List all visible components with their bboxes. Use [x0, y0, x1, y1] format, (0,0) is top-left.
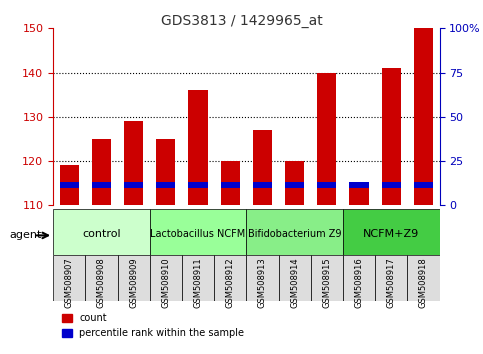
Bar: [253, 130, 272, 205]
Bar: [124, 121, 143, 205]
Text: GSM508907: GSM508907: [65, 257, 74, 308]
Text: GSM508910: GSM508910: [161, 257, 170, 308]
FancyBboxPatch shape: [150, 255, 182, 301]
Text: GSM508909: GSM508909: [129, 257, 138, 308]
Bar: [156, 139, 175, 205]
FancyBboxPatch shape: [85, 255, 117, 301]
Bar: [414, 28, 433, 205]
Text: GSM508916: GSM508916: [355, 257, 364, 308]
Bar: [124, 182, 143, 188]
Text: agent: agent: [10, 230, 42, 240]
Text: GSM508915: GSM508915: [322, 257, 331, 308]
Text: GSM508917: GSM508917: [387, 257, 396, 308]
Bar: [382, 68, 401, 205]
Bar: [221, 182, 240, 188]
FancyBboxPatch shape: [343, 255, 375, 301]
Bar: [92, 182, 111, 188]
Text: GDS3813 / 1429965_at: GDS3813 / 1429965_at: [161, 14, 322, 28]
Bar: [59, 165, 79, 205]
Bar: [317, 73, 337, 205]
FancyBboxPatch shape: [246, 255, 279, 301]
Text: control: control: [82, 229, 121, 239]
Bar: [188, 90, 208, 205]
Bar: [92, 139, 111, 205]
Bar: [317, 182, 337, 188]
Text: GSM508913: GSM508913: [258, 257, 267, 308]
Text: GSM508911: GSM508911: [194, 257, 202, 308]
Bar: [349, 182, 369, 188]
Bar: [59, 182, 79, 188]
FancyBboxPatch shape: [117, 255, 150, 301]
Text: GSM508912: GSM508912: [226, 257, 235, 308]
Bar: [285, 161, 304, 205]
Bar: [188, 182, 208, 188]
FancyBboxPatch shape: [407, 255, 440, 301]
Bar: [414, 182, 433, 188]
Text: Bifidobacterium Z9: Bifidobacterium Z9: [248, 229, 341, 239]
Bar: [285, 182, 304, 188]
Bar: [382, 182, 401, 188]
Text: NCFM+Z9: NCFM+Z9: [363, 229, 419, 239]
Bar: [156, 182, 175, 188]
FancyBboxPatch shape: [375, 255, 407, 301]
FancyBboxPatch shape: [343, 209, 440, 255]
FancyBboxPatch shape: [150, 209, 246, 255]
FancyBboxPatch shape: [53, 255, 85, 301]
Text: Lactobacillus NCFM: Lactobacillus NCFM: [150, 229, 246, 239]
FancyBboxPatch shape: [182, 255, 214, 301]
Bar: [253, 182, 272, 188]
FancyBboxPatch shape: [53, 209, 150, 255]
Bar: [349, 183, 369, 205]
FancyBboxPatch shape: [279, 255, 311, 301]
FancyBboxPatch shape: [246, 209, 343, 255]
Bar: [221, 161, 240, 205]
Text: GSM508914: GSM508914: [290, 257, 299, 308]
FancyBboxPatch shape: [214, 255, 246, 301]
Text: GSM508908: GSM508908: [97, 257, 106, 308]
Legend: count, percentile rank within the sample: count, percentile rank within the sample: [58, 309, 248, 342]
Text: GSM508918: GSM508918: [419, 257, 428, 308]
FancyBboxPatch shape: [311, 255, 343, 301]
